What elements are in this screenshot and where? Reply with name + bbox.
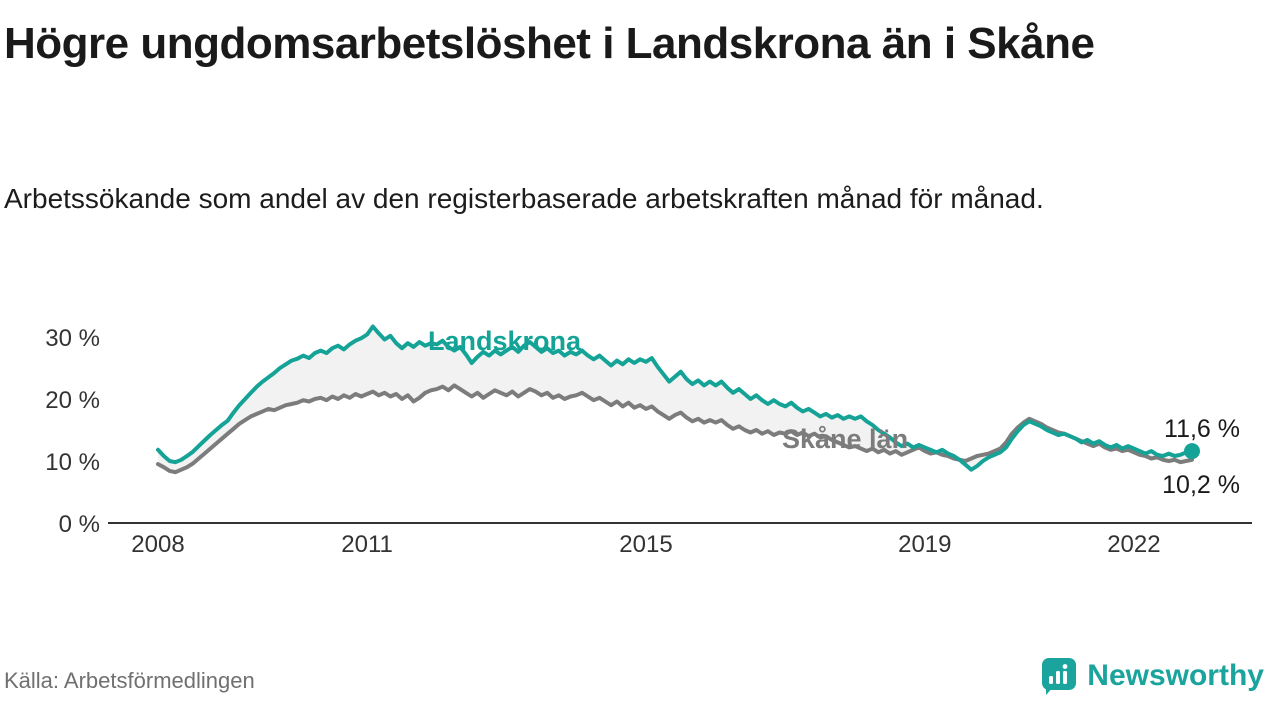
page-title: Högre ungdomsarbetslöshet i Landskrona ä… [4,19,1095,68]
skane-line [156,383,1194,475]
x-axis-label: 2022 [1107,531,1160,558]
newsworthy-logo-icon [1042,658,1077,695]
y-axis-label: 30 % [45,325,100,352]
x-axis-label: 2011 [341,531,393,558]
y-axis-label: 0 % [59,511,100,538]
brand-lockup: Newsworthy [1040,656,1264,696]
series-label-landskrona: Landskrona [428,326,582,356]
end-value-label-skane: 10,2 % [1162,471,1240,499]
end-point-dot [1184,443,1200,460]
x-axis-label: 2015 [619,531,672,558]
end-value-label-landskrona: 11,6 % [1164,415,1240,443]
page-subtitle: Arbetssökande som andel av den registerb… [4,183,1044,214]
unemployment-chart: 0 % 10 % 20 % 30 % 2008 2011 2015 2019 2022 Lands… [45,324,1252,558]
y-axis-label: 20 % [45,387,100,414]
source-note: Källa: Arbetsförmedlingen [4,668,255,693]
chart-area: 0 % 10 % 20 % 30 % 2008 2011 2015 2019 2022 Lands… [0,290,1280,590]
landskrona-line [156,324,1194,472]
brand-name: Newsworthy [1087,659,1264,692]
series-band [158,326,1192,473]
x-axis-label: 2008 [131,531,184,558]
series-label-skane: Skåne län [782,424,908,454]
x-axis-label: 2019 [898,531,951,558]
y-axis-label: 10 % [45,449,100,476]
